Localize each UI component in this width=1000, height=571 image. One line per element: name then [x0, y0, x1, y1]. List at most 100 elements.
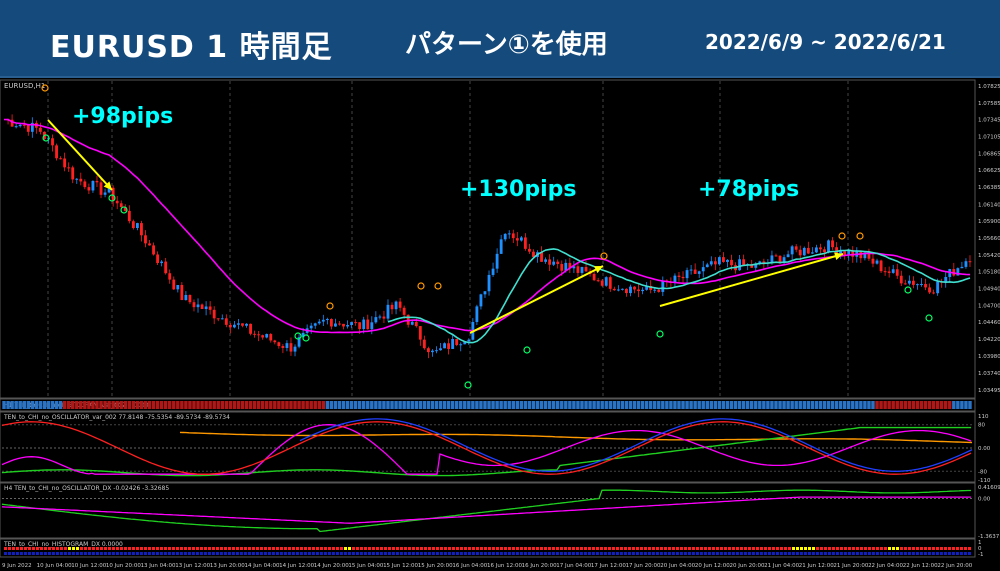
hist-dx-dot-bottom — [152, 552, 155, 555]
hist-dx-dot-bottom — [400, 552, 403, 555]
histogram-panel[interactable]: H1 TEN_to_CHI_no_HISTOGRAM_var_002 1.000… — [0, 398, 976, 412]
hist-dx-dot-bottom — [236, 552, 239, 555]
signal-marker — [120, 206, 128, 214]
histogram-bar — [357, 401, 362, 409]
candle-body — [673, 275, 677, 283]
hist-dx-dot-top — [248, 547, 251, 550]
hist-dx-dot-bottom — [144, 552, 147, 555]
candle-body — [689, 269, 693, 271]
histogram-bar — [176, 401, 180, 409]
signal-markers — [41, 84, 933, 389]
candle-body — [839, 251, 843, 255]
hist-dx-dot-bottom — [564, 552, 567, 555]
candle-body — [491, 268, 495, 275]
hist-dx-dot-bottom — [924, 552, 927, 555]
price-label: 1.04220 — [978, 337, 1000, 343]
hist-dx-dot-top — [908, 547, 911, 550]
hist-dx-dot-bottom — [840, 552, 843, 555]
hist-dx-axis: 10-1 — [978, 540, 983, 558]
hist-dx-dot-bottom — [804, 552, 807, 555]
candle-body — [726, 259, 729, 262]
histogram-bar — [442, 401, 447, 409]
hist-dx-dot-bottom — [156, 552, 159, 555]
hist-dx-dot-top — [736, 547, 739, 550]
hist-dx-dot-bottom — [468, 552, 471, 555]
hist-dx-dot-bottom — [132, 552, 135, 555]
histogram-bar — [123, 401, 127, 409]
hist-dx-dot-bottom — [592, 552, 595, 555]
hist-dx-dot-bottom — [176, 552, 179, 555]
hist-dx-dot-bottom — [168, 552, 171, 555]
dx-axis-label: -1.3637 — [978, 534, 1000, 540]
hist-dx-dot-bottom — [688, 552, 691, 555]
histogram-bar — [479, 401, 483, 409]
hist-dx-dot-top — [304, 547, 307, 550]
hist-dx-dot-bottom — [204, 552, 207, 555]
histogram-bar — [139, 401, 144, 409]
histogram-bar — [798, 401, 802, 409]
candle-body — [455, 338, 459, 345]
candle-body — [358, 322, 362, 329]
hist-dx-dot-bottom — [824, 552, 827, 555]
hist-dx-dot-bottom — [684, 552, 687, 555]
candle-body — [435, 350, 438, 352]
histogram-bar — [333, 401, 338, 409]
histogram-bar — [927, 401, 932, 409]
candle-body — [705, 264, 709, 268]
hist-dx-dot-top — [896, 547, 899, 550]
hist-dx-dot-bottom — [604, 552, 607, 555]
histogram-bar — [54, 401, 59, 409]
hist-dx-panel[interactable]: TEN_to_CHI_no_HISTOGRAM_DX 0.0000 10-1 — [0, 538, 983, 558]
title-banner: EURUSD 1 時間足 パターン①を使用 2022/6/9 ~ 2022/6/… — [0, 0, 1000, 78]
hist-dx-dot-bottom — [940, 552, 943, 555]
histogram-bar — [758, 401, 762, 409]
hist-dx-dot-top — [820, 547, 823, 550]
candle-body — [479, 294, 483, 307]
candle-body — [394, 301, 398, 310]
candle-body — [843, 251, 847, 255]
candle-body — [568, 262, 572, 269]
hist-dx-dot-bottom — [548, 552, 551, 555]
candle-body — [281, 346, 285, 348]
histogram-bar — [236, 401, 241, 409]
mt4-chart[interactable]: EURUSD,H1 1.078251.075851.073451.071051.… — [0, 78, 1000, 571]
hist-dx-dot-top — [684, 547, 687, 550]
osc-axis-label: -80 — [978, 469, 987, 475]
dx-panel[interactable]: H4 TEN_to_CHI_no_OSCILLATOR_DX -0.02426 … — [0, 482, 1000, 540]
candle-body — [907, 280, 911, 284]
hist-dx-dot-bottom — [668, 552, 671, 555]
hist-dx-dot-bottom — [92, 552, 95, 555]
hist-dx-dot-top — [616, 547, 619, 550]
candle-body — [511, 233, 515, 239]
osc-axis-label: 0.00 — [978, 446, 991, 452]
price-label: 1.03980 — [978, 354, 1000, 360]
hist-dx-dot-bottom — [772, 552, 775, 555]
main-price-panel[interactable]: EURUSD,H1 1.078251.075851.073451.071051.… — [0, 79, 1000, 399]
histogram-bar — [394, 401, 398, 409]
hist-dx-dot-top — [464, 547, 467, 550]
hist-dx-dot-bottom — [416, 552, 419, 555]
hist-dx-dot-top — [768, 547, 771, 550]
histogram-bar — [374, 401, 378, 409]
histogram-bar — [669, 401, 673, 409]
hist-dx-dot-bottom — [520, 552, 523, 555]
hist-dx-dot-bottom — [420, 552, 423, 555]
histogram-bar — [30, 401, 35, 409]
histogram-bar — [487, 401, 491, 409]
hist-dx-dot-bottom — [776, 552, 779, 555]
signal-marker — [925, 314, 933, 322]
histogram-bar — [648, 401, 653, 409]
hist-dx-dot-top — [488, 547, 491, 550]
oscillator-panel[interactable]: TEN_to_CHI_no_OSCILLATOR_var_002 77.8148… — [0, 411, 991, 484]
candle-body — [410, 321, 414, 325]
histogram-bar — [911, 401, 916, 409]
candle-body — [653, 289, 657, 291]
price-label: 1.05900 — [978, 219, 1000, 225]
histogram-bar — [273, 401, 277, 409]
candle-body — [293, 346, 297, 352]
histogram-bar — [944, 401, 948, 409]
hist-dx-dot-bottom — [652, 552, 655, 555]
candle-body — [123, 207, 127, 211]
candle-body — [354, 322, 358, 324]
candle-body — [685, 270, 689, 279]
